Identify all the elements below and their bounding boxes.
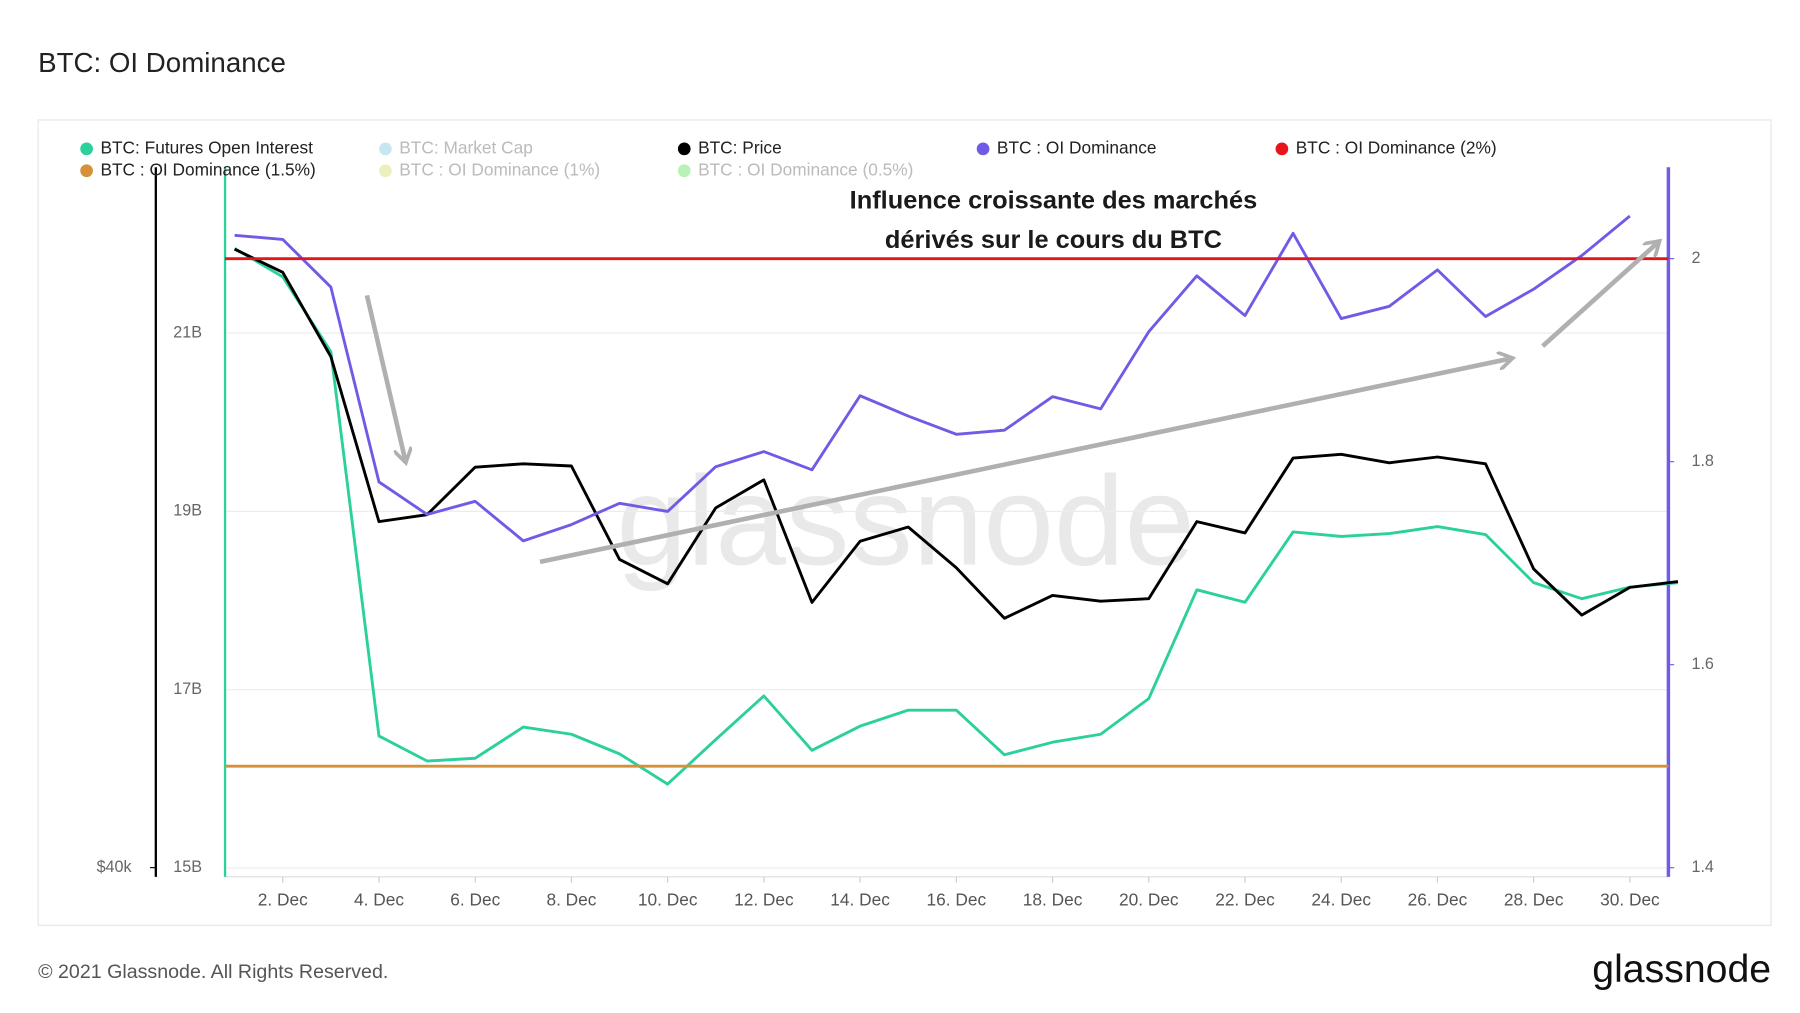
footer: © 2021 Glassnode. All Rights Reserved. <box>38 961 388 983</box>
legend-label: BTC: Futures Open Interest <box>100 137 313 157</box>
series-line <box>234 214 1631 543</box>
x-tick-label: 26. Dec <box>1408 890 1468 910</box>
grid: 15B 17B 19B 21B 1.4 1.6 1.8 2 $40k 2. Dec 4. Dec 6.… <box>97 249 1714 910</box>
x-tick-label: 24. Dec <box>1311 890 1371 910</box>
logo: glassnode <box>1592 947 1771 991</box>
watermark: glassnode <box>616 449 1195 591</box>
y-tick-label: 21B <box>173 323 202 341</box>
arrow <box>364 294 405 459</box>
x-tick-label: 8. Dec <box>546 890 596 910</box>
x-tick-label: 14. Dec <box>830 890 890 910</box>
legend-label: BTC: Price <box>698 137 782 157</box>
y2-tick-label: 2 <box>1691 249 1700 267</box>
y-tick-label: 17B <box>173 680 202 698</box>
legend-label: BTC : OI Dominance (1.5%) <box>100 159 315 179</box>
series-line <box>234 247 1679 620</box>
annotation: Influence croissante des marchés <box>850 187 1258 215</box>
legend-label: BTC : OI Dominance (1%) <box>399 159 600 179</box>
x-tick-label: 16. Dec <box>927 890 987 910</box>
y-tick-label: 19B <box>173 502 202 520</box>
y2-tick-label: 1.8 <box>1691 452 1713 470</box>
x-tick-label: 28. Dec <box>1504 890 1564 910</box>
arrows <box>364 243 1657 565</box>
x-tick-label: 18. Dec <box>1023 890 1083 910</box>
y-tick-label: 15B <box>173 858 202 876</box>
chart-title: BTC: OI Dominance <box>38 47 286 78</box>
series-line <box>233 247 1679 786</box>
arrow <box>539 359 1509 565</box>
x-tick-label: 22. Dec <box>1215 890 1275 910</box>
x-tick-label: 30. Dec <box>1600 890 1660 910</box>
legend: BTC: Futures Open Interest BTC: Market Ca… <box>80 137 1497 179</box>
legend-marker <box>1275 142 1289 156</box>
legend-label: BTC : OI Dominance <box>997 137 1157 157</box>
legend-marker <box>677 164 691 178</box>
x-tick-label: 20. Dec <box>1119 890 1179 910</box>
legend-label: BTC : OI Dominance (0.5%) <box>698 159 913 179</box>
legend-marker <box>80 164 93 178</box>
y2-tick-label: 1.6 <box>1691 655 1713 673</box>
legend-label: BTC : OI Dominance (2%) <box>1296 137 1497 157</box>
y2-tick-label: 1.4 <box>1691 858 1713 876</box>
x-tick-label: 10. Dec <box>638 890 698 910</box>
annotation: dérivés sur le cours du BTC <box>885 226 1222 254</box>
arrow <box>1541 243 1657 348</box>
x-tick-label: 6. Dec <box>450 890 500 910</box>
legend-marker <box>379 142 392 156</box>
y3-tick-label: $40k <box>97 858 133 876</box>
legend-marker <box>677 142 691 156</box>
x-tick-label: 12. Dec <box>734 890 794 910</box>
legend-marker <box>379 164 392 178</box>
x-tick-label: 4. Dec <box>354 890 404 910</box>
chart-frame <box>37 119 1772 926</box>
plot <box>225 214 1679 786</box>
legend-label: BTC: Market Cap <box>399 137 533 157</box>
legend-marker <box>976 142 990 156</box>
legend-marker <box>80 142 93 156</box>
x-tick-label: 2. Dec <box>258 890 308 910</box>
